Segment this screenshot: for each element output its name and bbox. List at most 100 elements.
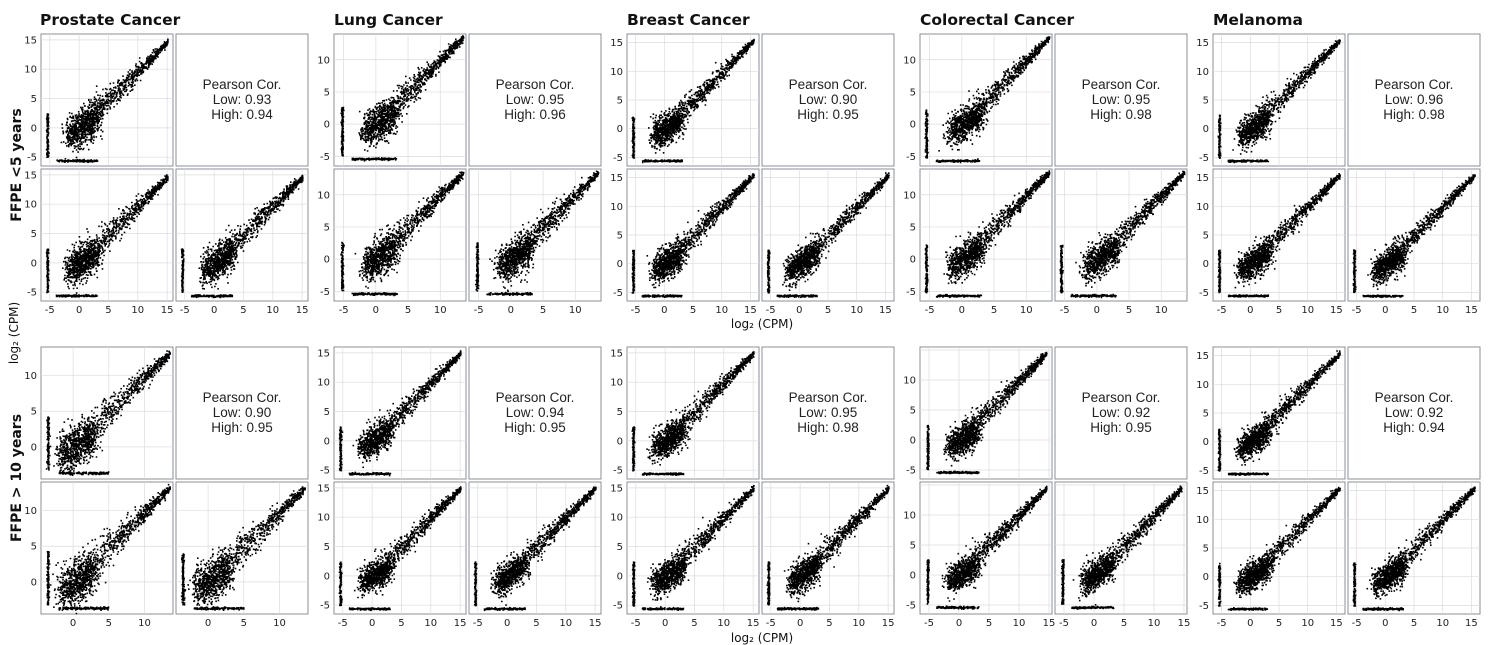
scatter-points xyxy=(631,485,755,611)
pearson-label: Pearson Cor. xyxy=(496,77,575,92)
x-tick-label: 5 xyxy=(1276,305,1282,316)
x-tick-label: 5 xyxy=(241,618,247,629)
x-tick-label: 0 xyxy=(504,618,510,629)
y-tick-label: 15 xyxy=(24,35,37,46)
x-tick-label: -5 xyxy=(924,618,934,629)
x-tick-label: 0 xyxy=(796,305,802,316)
x-tick-label: 15 xyxy=(296,305,309,316)
y-tick-label: 10 xyxy=(903,55,916,66)
y-tick-label: 5 xyxy=(324,222,330,233)
y-tick-label: 10 xyxy=(24,65,37,76)
scatter-points xyxy=(180,486,306,611)
x-tick-label: 5 xyxy=(405,305,411,316)
x-tick-label: 0 xyxy=(1247,305,1253,316)
scatter-points xyxy=(45,174,169,298)
scatter-points xyxy=(631,351,755,476)
panel-frame xyxy=(1054,33,1188,167)
y-tick-label: 15 xyxy=(610,38,623,49)
y-tick-label: 15 xyxy=(1196,351,1209,362)
y-tick-label: 0 xyxy=(31,442,37,453)
x-tick-label: 10 xyxy=(266,305,279,316)
pearson-low: Low: 0.95 xyxy=(1092,92,1151,107)
x-tick-label: 5 xyxy=(1121,618,1127,629)
x-tick-label: 10 xyxy=(1148,618,1161,629)
pearson-high: High: 0.98 xyxy=(797,420,859,435)
x-tick-label: 0 xyxy=(662,618,668,629)
panel-frame xyxy=(761,33,895,167)
pearson-high: High: 0.95 xyxy=(211,420,273,435)
panel-frame xyxy=(468,346,602,480)
y-tick-label: -5 xyxy=(906,287,916,298)
x-tick-label: -5 xyxy=(1059,618,1069,629)
title-breast-cancer: Breast Cancer xyxy=(627,11,750,29)
y-tick-label: 15 xyxy=(610,348,623,359)
y-tick-label: 10 xyxy=(610,202,623,213)
y-tick-label: 10 xyxy=(903,376,916,387)
x-tick-label: 5 xyxy=(398,618,404,629)
y-tick-label: 5 xyxy=(324,542,330,553)
panel-frame xyxy=(175,346,309,480)
x-tick-label: 0 xyxy=(369,618,375,629)
pearson-label: Pearson Cor. xyxy=(1375,390,1454,405)
y-tick-label: 10 xyxy=(1196,380,1209,391)
x-tick-label: 0 xyxy=(1382,305,1388,316)
y-tick-label: 0 xyxy=(910,120,916,131)
x-tick-label: 15 xyxy=(1043,618,1056,629)
y-tick-label: 0 xyxy=(617,571,623,582)
panel-breast-cancer-r1-11: -5 0 5 10 15 xyxy=(761,481,895,629)
x-tick-label: 5 xyxy=(1276,618,1282,629)
panel-melanoma-r0-11: -5 0 5 10 15 xyxy=(1347,168,1481,316)
x-tick-label: 10 xyxy=(1155,305,1168,316)
x-tick-label: 15 xyxy=(747,618,760,629)
y-tick-label: 0 xyxy=(910,436,916,447)
panel-frame xyxy=(1347,346,1481,480)
scatter-points xyxy=(338,486,462,612)
y-tick-label: -5 xyxy=(320,601,330,612)
panel-colorectal-cancer-r0-00: -5 0 5 10 xyxy=(903,33,1053,167)
panel-frame xyxy=(175,33,309,167)
scatter-points xyxy=(46,483,171,615)
scatter-points xyxy=(924,170,1051,299)
y-tick-label: 0 xyxy=(1203,124,1209,135)
scatter-points xyxy=(340,171,465,297)
x-tick-label: -5 xyxy=(925,305,935,316)
y-tick-label: -5 xyxy=(613,466,623,477)
scatter-points xyxy=(180,174,304,299)
pearson-low: Low: 0.93 xyxy=(213,92,272,107)
x-tick-label: -5 xyxy=(631,305,641,316)
y-tick-label: 10 xyxy=(610,378,623,389)
pearson-high: High: 0.95 xyxy=(1090,420,1152,435)
panel-melanoma-r1-00: -5 0 5 10 15 xyxy=(1196,346,1346,480)
panel-frame xyxy=(468,33,602,167)
x-tick-label: -5 xyxy=(1217,305,1227,316)
x-tick-label: 5 xyxy=(106,618,112,629)
pearson-low: Low: 0.95 xyxy=(506,92,565,107)
y-tick-label: 0 xyxy=(1203,437,1209,448)
y-tick-label: 0 xyxy=(1203,572,1209,583)
scatter-points xyxy=(766,172,890,299)
panel-breast-cancer-r1-00: -5 0 5 10 15 xyxy=(610,346,760,480)
scatter-points xyxy=(45,38,169,164)
y-tick-label: -5 xyxy=(1199,288,1209,299)
y-tick-label: 5 xyxy=(910,406,916,417)
y-tick-label: 5 xyxy=(1203,231,1209,242)
x-tick-label: 0 xyxy=(205,618,211,629)
panel-frame xyxy=(1347,33,1481,167)
panel-breast-cancer-r0-10: -5 0 5 10 15 -5 0 5 10 15 xyxy=(610,168,760,316)
scatter-points xyxy=(924,36,1051,164)
y-tick-label: -5 xyxy=(613,288,623,299)
x-tick-label: 10 xyxy=(852,618,865,629)
y-tick-label: 5 xyxy=(31,94,37,105)
x-tick-label: 10 xyxy=(434,305,447,316)
x-tick-label: 15 xyxy=(454,618,467,629)
y-tick-label: -5 xyxy=(613,601,623,612)
pearson-low: Low: 0.90 xyxy=(799,92,858,107)
panel-melanoma-r1-10: -5 0 5 10 15 -5 0 5 10 15 xyxy=(1196,481,1346,629)
row-label-over-10-years: FFPE > 10 years xyxy=(9,414,25,542)
y-tick-label: 5 xyxy=(617,96,623,107)
x-tick-label: 0 xyxy=(76,305,82,316)
